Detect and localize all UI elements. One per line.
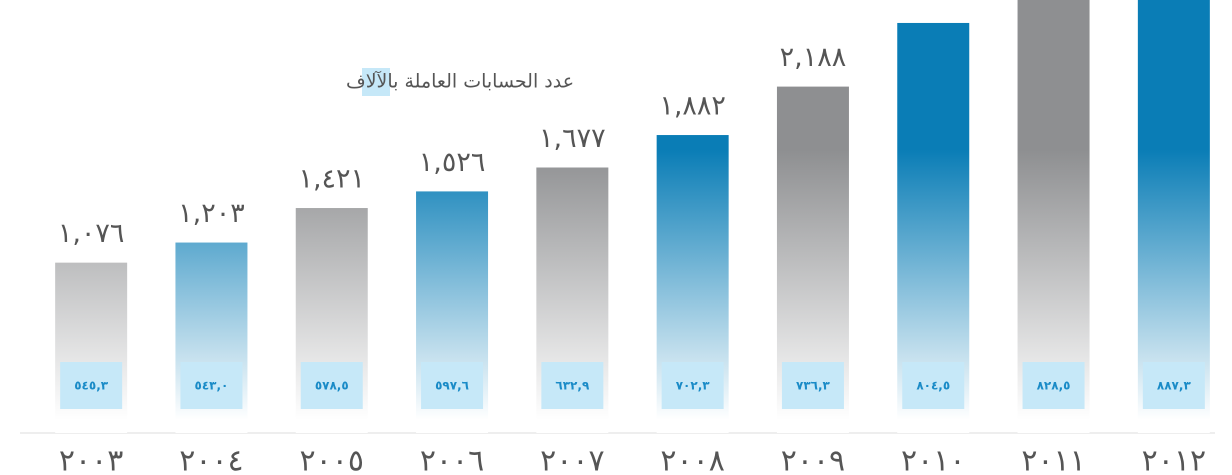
box: [1022, 362, 1085, 409]
box-label: ٥٤٥,٣: [74, 379, 109, 393]
box-label: ٧٣٦,٣: [796, 379, 831, 393]
box-label: ٨٨٧,٣: [1157, 379, 1192, 393]
box: [60, 362, 123, 409]
bar: [1017, 0, 1090, 433]
value-label: ١,٦٧٧: [539, 123, 606, 154]
x-tick-label: ٢٠١٠: [901, 444, 965, 475]
box-label: ٨٠٤,٥: [916, 379, 950, 393]
x-tick-label: ٢٠٠٨: [660, 444, 724, 475]
box-label: ٥٤٣,٠: [195, 379, 229, 393]
legend-label: عدد الحسابات العاملة بالآلاف: [346, 71, 574, 93]
x-tick-label: ٢٠٠٦: [420, 444, 484, 475]
value-label: ١,٨٨٢: [659, 91, 726, 122]
box: [661, 362, 724, 409]
value-label: ٢,١٨٨: [780, 42, 847, 73]
value-label: ١,٢٠٣: [178, 198, 245, 229]
value-label: ١,٤٢١: [298, 164, 365, 195]
x-tick-label: ٢٠٠٩: [781, 444, 845, 475]
value-label: ١,٠٧٦: [58, 218, 125, 249]
box: [421, 362, 484, 409]
legend-swatch: [362, 68, 390, 96]
box: [541, 362, 604, 409]
box-label: ٦٣٢,٩: [555, 379, 590, 393]
box-label: ٨٢٨,٥: [1037, 379, 1071, 393]
x-tick-label: ٢٠٠٧: [540, 444, 604, 475]
box-label: ٥٩٧,٦: [435, 379, 469, 393]
x-tick-label: ٢٠٠٣: [59, 444, 123, 475]
x-tick-label: ٢٠٠٤: [179, 444, 243, 475]
box: [180, 362, 243, 409]
value-label: ١,٥٢٦: [419, 147, 486, 178]
box: [781, 362, 844, 409]
box: [300, 362, 363, 409]
x-tick-label: ٢٠١١: [1021, 444, 1085, 475]
box-label: ٧٠٢,٣: [676, 379, 711, 393]
x-tick-label: ٢٠٠٥: [300, 444, 364, 475]
box: [1142, 362, 1205, 409]
box-label: ٥٧٨,٥: [315, 379, 349, 393]
bar: [1137, 0, 1210, 433]
x-tick-label: ٢٠١٢: [1142, 444, 1206, 475]
box: [902, 362, 965, 409]
